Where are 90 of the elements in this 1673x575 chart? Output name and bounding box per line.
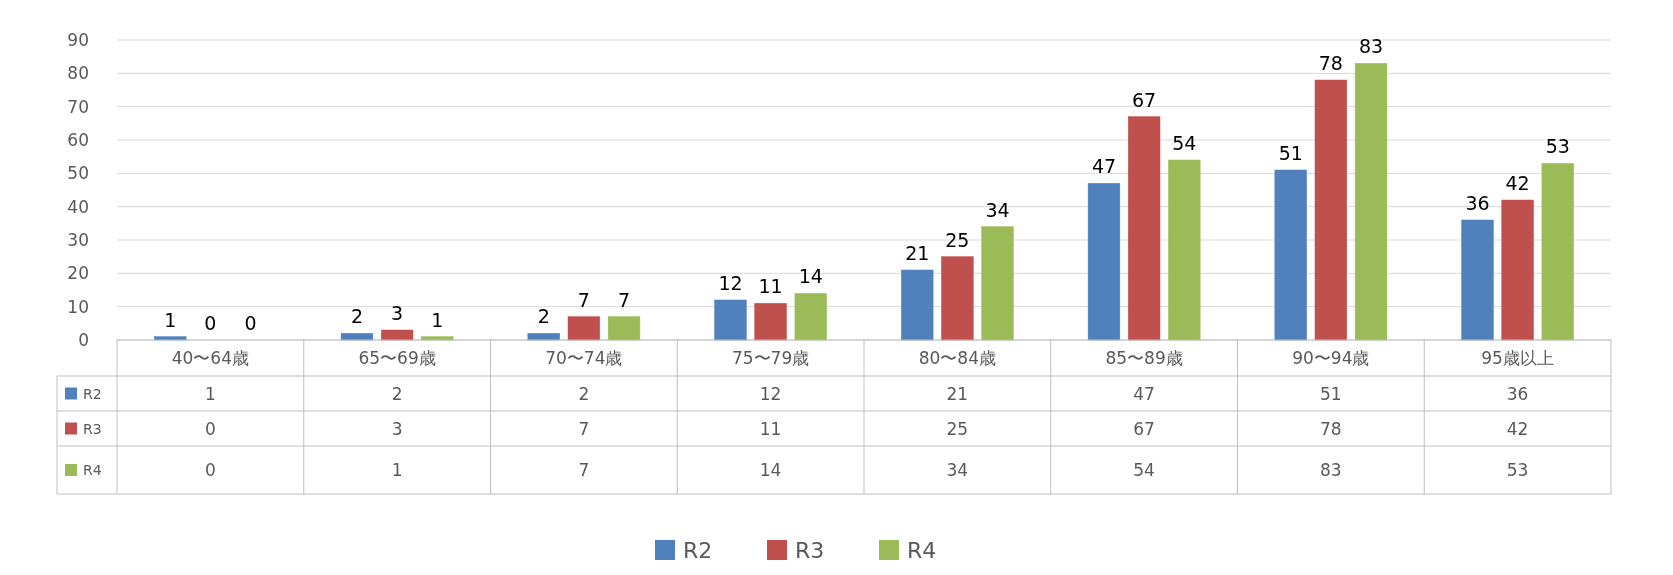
bar (1168, 159, 1201, 341)
bar (1087, 183, 1121, 341)
data-label: 1 (391, 460, 403, 480)
annotation: 12 (718, 272, 743, 294)
data-label: 25 (946, 418, 969, 439)
annotation: 1 (431, 308, 444, 331)
bar (1128, 116, 1161, 341)
annotation: 51 (1278, 142, 1303, 164)
y-tick-label: 70 (67, 96, 89, 117)
data-label: 83 (1320, 460, 1342, 480)
annotation: 34 (985, 198, 1010, 221)
x-tick-label: 95歳以上 (1481, 348, 1554, 368)
bar (1461, 219, 1494, 341)
data-label: 7 (578, 418, 590, 439)
text: R4 (83, 462, 102, 478)
bar (714, 299, 747, 341)
annotation: 7 (577, 288, 590, 311)
data-label: 54 (1133, 460, 1155, 480)
annotation: 0 (204, 312, 217, 334)
annotation: 14 (798, 265, 823, 288)
y-tick-label: 20 (67, 263, 89, 284)
data-label: 36 (1506, 383, 1529, 404)
y-tick-label: 0 (78, 330, 89, 350)
y-tick-label: 90 (67, 30, 89, 50)
annotation: 2 (537, 305, 550, 328)
y-tick-label: 80 (67, 63, 89, 84)
annotation: 1 (164, 308, 177, 331)
annotation: 78 (1318, 52, 1343, 74)
data-label: 47 (1133, 383, 1155, 404)
data-label: 78 (1320, 418, 1342, 439)
y-tick-label: 30 (67, 230, 89, 250)
bar (1501, 199, 1534, 341)
annotation: 83 (1358, 35, 1384, 58)
x-tick-label: 65〜69歳 (358, 348, 436, 368)
annotation: 0 (244, 312, 257, 334)
annotation: 47 (1091, 155, 1117, 178)
bar (381, 329, 414, 341)
bar (901, 269, 934, 341)
data-label: 53 (1506, 460, 1529, 480)
data-label: 12 (759, 383, 782, 404)
x-tick-label: 80〜84歳 (918, 348, 997, 368)
text: R3 (83, 420, 102, 437)
annotation: 53 (1545, 135, 1570, 158)
data-label: 14 (759, 460, 782, 480)
annotation: 67 (1132, 88, 1157, 111)
y-tick-label: 10 (67, 296, 89, 317)
legend-label: R2 (83, 385, 102, 402)
text: R2 (683, 538, 713, 563)
bar (1314, 79, 1347, 341)
bar (981, 226, 1014, 341)
annotation: 25 (945, 228, 970, 251)
data-label: 1 (204, 383, 216, 404)
data-label: 3 (391, 418, 403, 439)
bar (1354, 63, 1388, 341)
annotation: 42 (1505, 172, 1530, 194)
data-label: 0 (204, 460, 216, 480)
legend-label: R3 (795, 538, 825, 563)
annotation: 3 (391, 302, 404, 324)
x-tick-label: 70〜74歳 (545, 348, 623, 368)
data-label: 42 (1506, 418, 1529, 439)
y-tick-label: 50 (67, 163, 89, 184)
x-tick-label: 85〜89歳 (1105, 348, 1183, 368)
bar (607, 316, 641, 341)
data-label: 34 (946, 460, 969, 480)
data-label: 51 (1320, 383, 1342, 404)
data-label: 21 (946, 383, 969, 404)
legend-label: R4 (907, 538, 937, 563)
annotation: 54 (1172, 132, 1197, 154)
bar (1541, 163, 1574, 341)
annotation: 2 (350, 305, 364, 328)
bar (941, 256, 974, 341)
y-tick-label: 40 (67, 196, 89, 217)
annotation: 21 (905, 242, 930, 264)
bar (1274, 169, 1307, 341)
annotation: 11 (758, 275, 783, 298)
x-tick-label: 40〜64歳 (171, 348, 250, 368)
data-label: 2 (578, 383, 590, 404)
bar (794, 293, 827, 341)
y-tick-label: 60 (67, 130, 89, 150)
data-label: 11 (759, 418, 782, 439)
data-label: 2 (391, 383, 403, 404)
bar (567, 316, 600, 341)
bar (754, 303, 787, 341)
data-label: 7 (578, 460, 590, 480)
data-label: 67 (1133, 418, 1155, 439)
x-tick-label: 75〜79歳 (731, 348, 810, 368)
annotation: 36 (1465, 192, 1490, 214)
x-tick-label: 90〜94歳 (1292, 348, 1370, 368)
annotation: 7 (617, 288, 631, 311)
data-label: 0 (204, 418, 216, 439)
